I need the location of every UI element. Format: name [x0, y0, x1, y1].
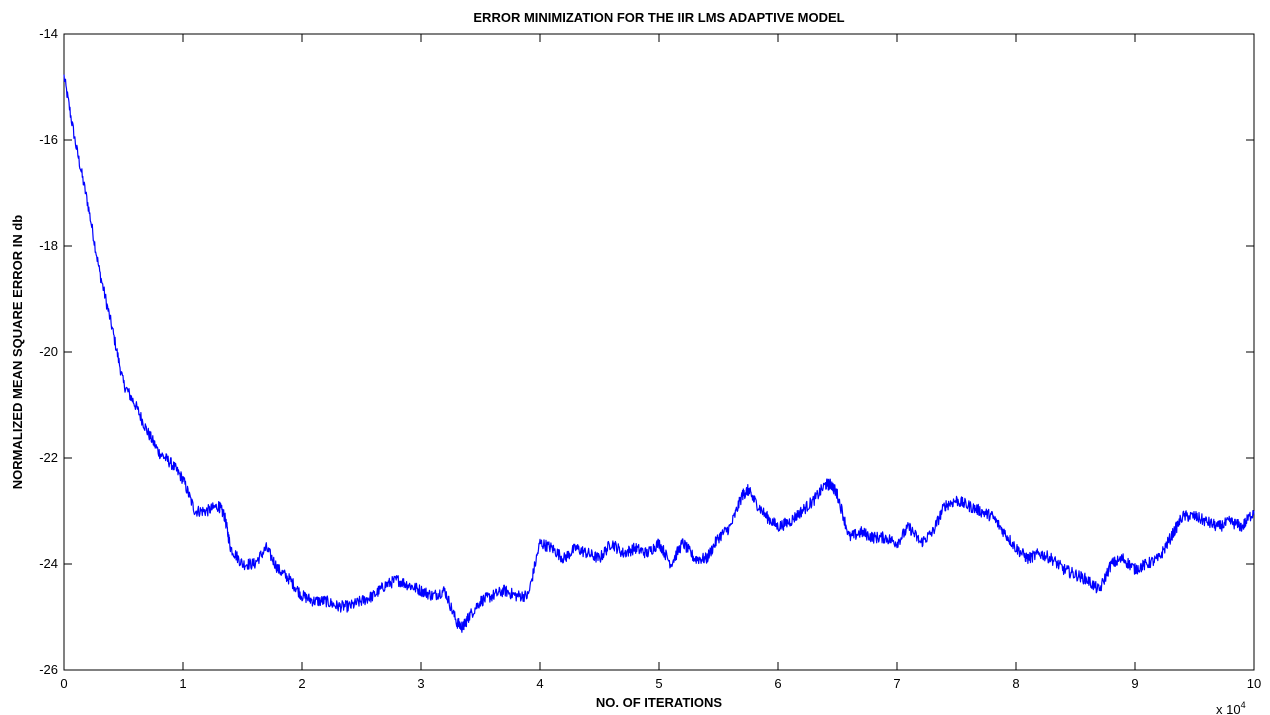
y-tick-label: -22 — [39, 450, 58, 465]
y-tick-label: -24 — [39, 556, 58, 571]
x-tick-label: 10 — [1247, 676, 1261, 691]
x-tick-label: 3 — [417, 676, 424, 691]
x-axis-label: NO. OF ITERATIONS — [596, 695, 722, 710]
x-axis-exponent: x 104 — [1216, 700, 1246, 715]
x-axis-exponent-base: x 10 — [1216, 702, 1241, 715]
x-tick-label: 7 — [893, 676, 900, 691]
y-tick-label: -14 — [39, 26, 58, 41]
x-tick-label: 6 — [774, 676, 781, 691]
x-tick-label: 5 — [655, 676, 662, 691]
series-line — [63, 74, 1255, 633]
x-tick-label: 9 — [1131, 676, 1138, 691]
x-tick-label: 1 — [179, 676, 186, 691]
y-tick-label: -18 — [39, 238, 58, 253]
chart-title: ERROR MINIMIZATION FOR THE IIR LMS ADAPT… — [473, 10, 844, 25]
y-tick-label: -20 — [39, 344, 58, 359]
y-tick-label: -16 — [39, 132, 58, 147]
x-tick-label: 0 — [60, 676, 67, 691]
x-tick-label: 8 — [1012, 676, 1019, 691]
y-axis-label: NORMALIZED MEAN SQUARE ERROR IN db — [10, 215, 25, 490]
y-tick-label: -26 — [39, 662, 58, 677]
x-axis-exponent-power: 4 — [1241, 700, 1246, 710]
x-tick-label: 2 — [298, 676, 305, 691]
axis-ticks — [63, 33, 1255, 671]
axis-tick-labels: 0 1 2 3 4 5 6 7 8 9 10 -14 -16 -18 -20 -22 -24 -26 — [39, 26, 1261, 691]
x-tick-label: 4 — [536, 676, 543, 691]
